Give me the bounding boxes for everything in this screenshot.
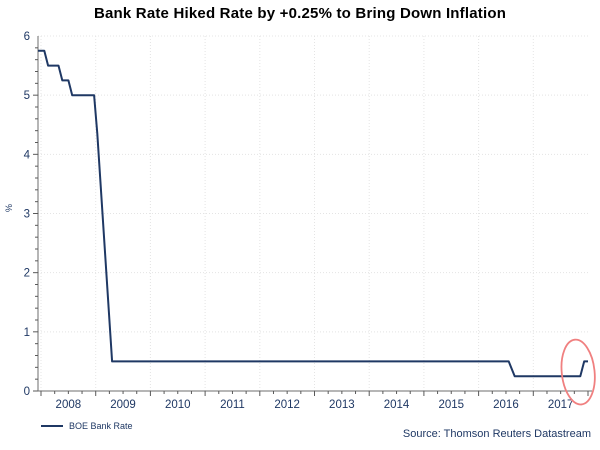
x-tick-label: 2016 — [493, 399, 519, 411]
x-tick-label: 2008 — [56, 399, 82, 411]
y-tick-label: 4 — [24, 149, 31, 161]
x-tick-label: 2012 — [274, 399, 300, 411]
legend-line-swatch — [41, 425, 63, 427]
x-tick-label: 2014 — [384, 399, 410, 411]
chart-title: Bank Rate Hiked Rate by +0.25% to Bring … — [93, 5, 507, 22]
legend-label: BOE Bank Rate — [69, 421, 133, 431]
source-text: Source: Thomson Reuters Datastream — [402, 428, 591, 440]
x-tick-label: 2013 — [329, 399, 355, 411]
y-tick-label: 6 — [24, 31, 30, 43]
y-tick-label: 5 — [24, 90, 30, 102]
x-tick-label: 2009 — [110, 399, 136, 411]
x-tick-label: 2010 — [165, 399, 191, 411]
y-tick-label: 1 — [24, 327, 30, 339]
y-tick-label: 3 — [24, 209, 30, 221]
x-tick-label: 2015 — [438, 399, 464, 411]
x-tick-label: 2011 — [220, 399, 245, 411]
y-tick-label: 0 — [24, 386, 30, 398]
annotation-ellipse — [560, 338, 596, 406]
x-tick-label: 2017 — [548, 399, 574, 411]
y-tick-label: 2 — [24, 268, 30, 280]
legend: BOE Bank Rate — [41, 421, 133, 431]
series-line — [38, 49, 588, 378]
